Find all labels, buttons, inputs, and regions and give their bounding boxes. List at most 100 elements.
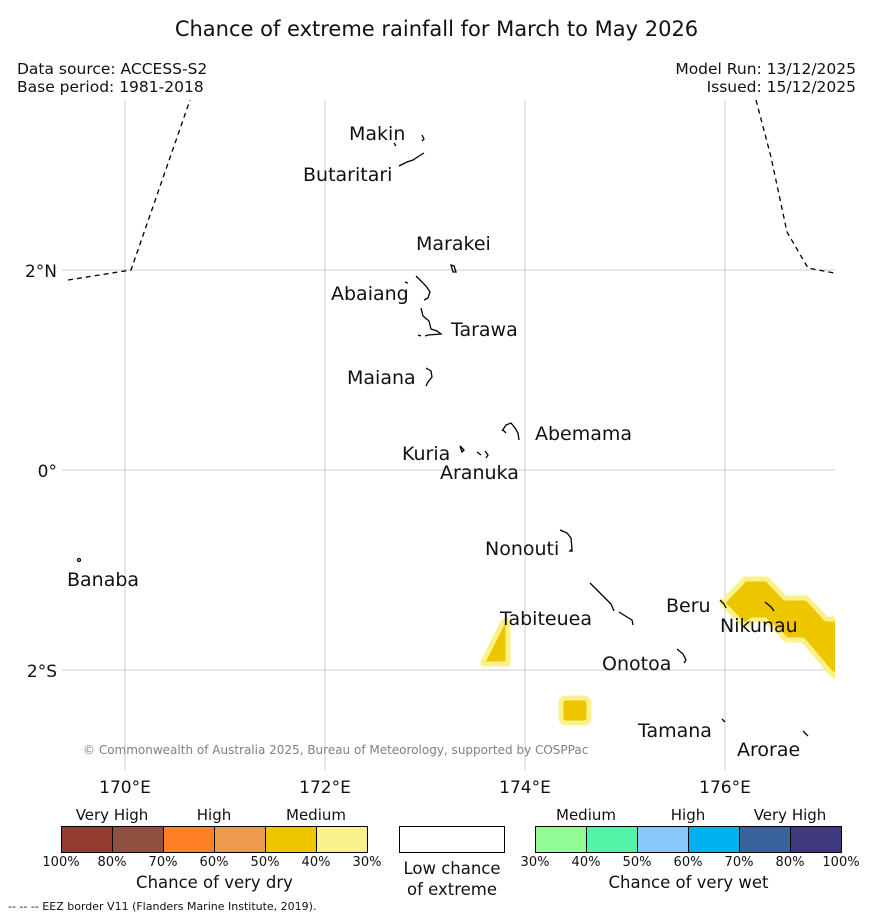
tarawa-outline bbox=[417, 307, 443, 337]
kuria-outline bbox=[459, 445, 465, 454]
dry-tick: 60% bbox=[199, 855, 229, 870]
low-chance-caption: Low chance of extreme bbox=[399, 858, 505, 900]
island-label-nikunau: Nikunau bbox=[720, 615, 798, 637]
dry-swatch-2 bbox=[113, 827, 164, 852]
wet-tick: 60% bbox=[673, 855, 703, 870]
map-title: Chance of extreme rainfall for March to … bbox=[174, 17, 699, 41]
wet-swatch-4 bbox=[689, 827, 740, 852]
island-label-tarawa: Tarawa bbox=[450, 319, 518, 341]
wet-tick: 70% bbox=[724, 855, 754, 870]
island-label-beru: Beru bbox=[666, 595, 711, 617]
wet-colorbar bbox=[535, 826, 842, 853]
maiana-outline bbox=[425, 367, 433, 387]
dry-cat-medium: Medium bbox=[286, 806, 346, 824]
data-source: Data source: ACCESS-S2 bbox=[17, 60, 208, 78]
dry-swatch-5 bbox=[266, 827, 317, 852]
wet-legend: Medium High Very High 30% 40% 50% 60% 70… bbox=[521, 806, 860, 892]
dry-cat-high: High bbox=[196, 806, 232, 824]
dry-caption: Chance of very dry bbox=[136, 873, 293, 892]
wet-swatch-2 bbox=[587, 827, 638, 852]
map-frame bbox=[62, 100, 835, 770]
tabiteuea-outline bbox=[589, 582, 634, 626]
wet-tick: 100% bbox=[822, 855, 860, 870]
wet-ticks: 30% 40% 50% 60% 70% 80% 100% bbox=[521, 855, 860, 873]
eez-border bbox=[67, 100, 835, 281]
wet-tick: 30% bbox=[520, 855, 550, 870]
lat-label-2s: 2°S bbox=[27, 662, 57, 682]
beru-outline bbox=[719, 599, 727, 609]
island-outlines bbox=[76, 134, 809, 737]
dry-legend: Very High High Medium 100% 80% 70% 60% 5… bbox=[42, 806, 381, 892]
lat-label-0: 0° bbox=[38, 462, 57, 482]
nikunau-outline bbox=[764, 601, 775, 612]
island-label-maiana: Maiana bbox=[347, 367, 416, 389]
island-label-kuria: Kuria bbox=[402, 443, 450, 465]
dry-category-labels: Very High High Medium bbox=[61, 806, 368, 826]
low-chance-swatch bbox=[399, 826, 505, 853]
island-label-banaba: Banaba bbox=[67, 569, 139, 591]
lon-label-176: 176°E bbox=[699, 778, 751, 798]
island-label-butaritari: Butaritari bbox=[303, 164, 392, 186]
issued-date: Issued: 15/12/2025 bbox=[706, 78, 856, 96]
dry-cat-very-high: Very High bbox=[75, 806, 149, 824]
probability-shading bbox=[480, 576, 835, 726]
nonouti-outline bbox=[559, 529, 573, 552]
dry-medium-area bbox=[480, 617, 511, 667]
lon-label-174: 174°E bbox=[499, 778, 551, 798]
dry-medium-area bbox=[558, 695, 592, 726]
dry-tick: 30% bbox=[352, 855, 382, 870]
axis-labels: 2°N 0° 2°S 170°E 172°E 174°E 176°E bbox=[25, 262, 751, 798]
wet-swatch-1 bbox=[536, 827, 587, 852]
low-chance-caption-line1: Low chance bbox=[403, 859, 501, 878]
butaritari-outline bbox=[398, 152, 425, 167]
lon-label-172: 172°E bbox=[299, 778, 351, 798]
copyright-notice: © Commonwealth of Australia 2025, Bureau… bbox=[83, 743, 588, 757]
island-label-tabiteuea: Tabiteuea bbox=[499, 608, 592, 630]
dry-tick: 40% bbox=[301, 855, 331, 870]
lat-label-2n: 2°N bbox=[25, 262, 57, 282]
dry-tick: 100% bbox=[42, 855, 80, 870]
model-run: Model Run: 13/12/2025 bbox=[675, 60, 856, 78]
wet-caption: Chance of very wet bbox=[608, 873, 769, 892]
dry-swatch-6 bbox=[317, 827, 367, 852]
dry-colorbar bbox=[61, 826, 368, 853]
island-label-tamana: Tamana bbox=[637, 720, 712, 742]
wet-cat-high: High bbox=[670, 806, 706, 824]
wet-swatch-6 bbox=[791, 827, 841, 852]
low-chance-caption-line2: of extreme bbox=[406, 880, 498, 899]
abaiang-outline bbox=[404, 275, 431, 301]
lon-label-170: 170°E bbox=[99, 778, 151, 798]
wet-swatch-5 bbox=[740, 827, 791, 852]
dry-swatch-3 bbox=[164, 827, 215, 852]
onotoa-outline bbox=[676, 648, 687, 664]
eez-footnote: -- -- -- EEZ border V11 (Flanders Marine… bbox=[8, 900, 317, 913]
wet-tick: 40% bbox=[571, 855, 601, 870]
island-label-makin: Makin bbox=[349, 123, 405, 145]
dry-tick: 50% bbox=[250, 855, 280, 870]
wet-swatch-3 bbox=[638, 827, 689, 852]
island-label-aranuka: Aranuka bbox=[440, 462, 519, 484]
arorae-outline bbox=[802, 730, 809, 737]
dry-ticks: 100% 80% 70% 60% 50% 40% 30% bbox=[42, 855, 381, 873]
tamana-outline bbox=[721, 718, 726, 723]
wet-cat-very-high: Very High bbox=[753, 806, 827, 824]
dry-tick: 80% bbox=[97, 855, 127, 870]
dry-swatch-4 bbox=[215, 827, 266, 852]
data-source-block: Data source: ACCESS-S2 Base period: 1981… bbox=[17, 60, 207, 96]
island-label-onotoa: Onotoa bbox=[602, 653, 671, 675]
dry-swatch-1 bbox=[62, 827, 113, 852]
base-period: Base period: 1981-2018 bbox=[17, 78, 204, 96]
model-run-block: Model Run: 13/12/2025 Issued: 15/12/2025 bbox=[675, 60, 856, 96]
abemama-outline bbox=[501, 422, 520, 441]
island-label-abemama: Abemama bbox=[535, 423, 632, 445]
dry-medium-area bbox=[719, 576, 835, 680]
island-label-nonouti: Nonouti bbox=[485, 538, 559, 560]
wet-tick: 50% bbox=[622, 855, 652, 870]
wet-category-labels: Medium High Very High bbox=[535, 806, 842, 826]
wet-tick: 80% bbox=[775, 855, 805, 870]
low-chance-legend: Low chance of extreme bbox=[399, 826, 505, 900]
marakei-outline bbox=[450, 263, 457, 273]
dry-tick: 70% bbox=[148, 855, 178, 870]
banaba-outline bbox=[76, 557, 82, 563]
